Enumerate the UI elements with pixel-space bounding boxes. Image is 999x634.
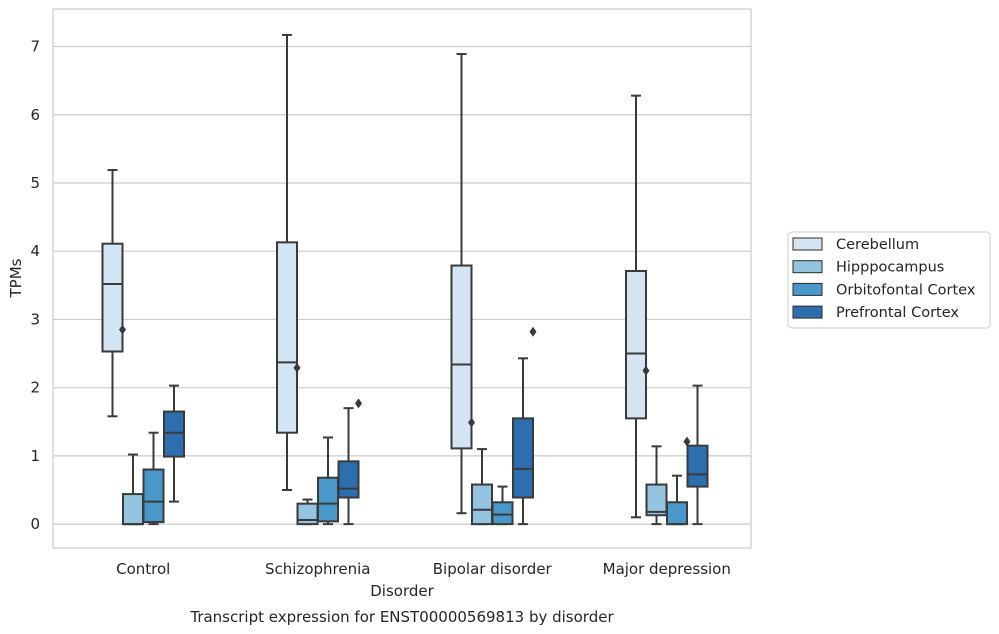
legend-swatch (792, 305, 823, 319)
box-prefrontal-cortex (163, 384, 185, 503)
box-iqr (163, 410, 185, 458)
box-iqr (686, 444, 709, 488)
box-groups (101, 33, 709, 526)
box-iqr (450, 264, 473, 450)
legend-label: Orbitofontal Cortex (836, 282, 976, 298)
legend-frame (787, 231, 991, 329)
x-tick-label: Schizophrenia (265, 560, 370, 578)
box-iqr (276, 241, 298, 434)
box-iqr (512, 417, 534, 499)
box-hipppocampus (645, 445, 668, 526)
outlier-point (683, 436, 691, 447)
y-tick-label: 6 (30, 106, 40, 124)
outlier-point (642, 365, 650, 376)
x-axis-label: Disorder (370, 582, 434, 600)
y-tick-label: 1 (30, 447, 40, 465)
x-tick-label: Bipolar disorder (433, 560, 553, 578)
legend-label: Hipppocampus (836, 260, 944, 276)
box-iqr (101, 242, 124, 353)
box-orbitofontal-cortex (142, 431, 165, 526)
x-tick-labels: Control Schizophrenia Bipolar disorder Majo… (116, 560, 731, 578)
box-iqr (337, 460, 360, 499)
y-tick-label: 0 (30, 515, 40, 533)
y-tick-label: 3 (30, 310, 40, 328)
box-iqr (645, 483, 668, 517)
box-prefrontal-cortex (686, 384, 709, 526)
legend-swatch (792, 260, 823, 274)
outlier-point (293, 362, 301, 373)
y-tick-label: 4 (30, 242, 40, 260)
legend-swatch (792, 282, 823, 296)
box-orbitofontal-cortex (317, 436, 339, 526)
box-iqr (296, 502, 319, 526)
box-cerebellum (276, 33, 301, 492)
legend-label: Cerebellum (836, 237, 919, 253)
outlier-point (355, 398, 362, 409)
box-iqr (625, 269, 647, 420)
box-hipppocampus (296, 498, 319, 526)
outlier-point (468, 417, 475, 428)
x-tick-label: Control (116, 560, 170, 578)
box-iqr (491, 501, 514, 526)
legend: Cerebellum Hipppocampus Orbitofontal Corte… (787, 231, 991, 329)
plot-frame (52, 8, 752, 549)
box-iqr (666, 501, 688, 526)
box-prefrontal-cortex (512, 326, 537, 526)
box-orbitofontal-cortex (491, 485, 514, 526)
y-tick-labels: 0 1 2 3 4 5 6 7 (30, 38, 40, 534)
box-iqr (122, 493, 144, 526)
legend-label: Prefrontal Cortex (836, 305, 959, 321)
legend-swatch (792, 237, 823, 251)
outlier-point (529, 326, 537, 337)
outlier-point (119, 324, 126, 335)
box-hipppocampus (122, 453, 144, 526)
box-cerebellum (625, 94, 650, 519)
y-tick-label: 5 (30, 174, 40, 192)
box-orbitofontal-cortex (666, 436, 691, 526)
y-tick-label: 7 (30, 38, 40, 56)
chart-caption: Transcript expression for ENST0000056981… (189, 608, 614, 626)
box-prefrontal-cortex (337, 398, 362, 526)
box-iqr (142, 468, 165, 524)
y-axis-label: TPMs (7, 258, 25, 298)
box-iqr (317, 476, 339, 523)
box-iqr (471, 483, 493, 526)
box-cerebellum (450, 53, 475, 515)
box-cerebellum (101, 169, 126, 418)
x-tick-label: Major depression (603, 560, 731, 578)
y-tick-label: 2 (30, 379, 40, 397)
